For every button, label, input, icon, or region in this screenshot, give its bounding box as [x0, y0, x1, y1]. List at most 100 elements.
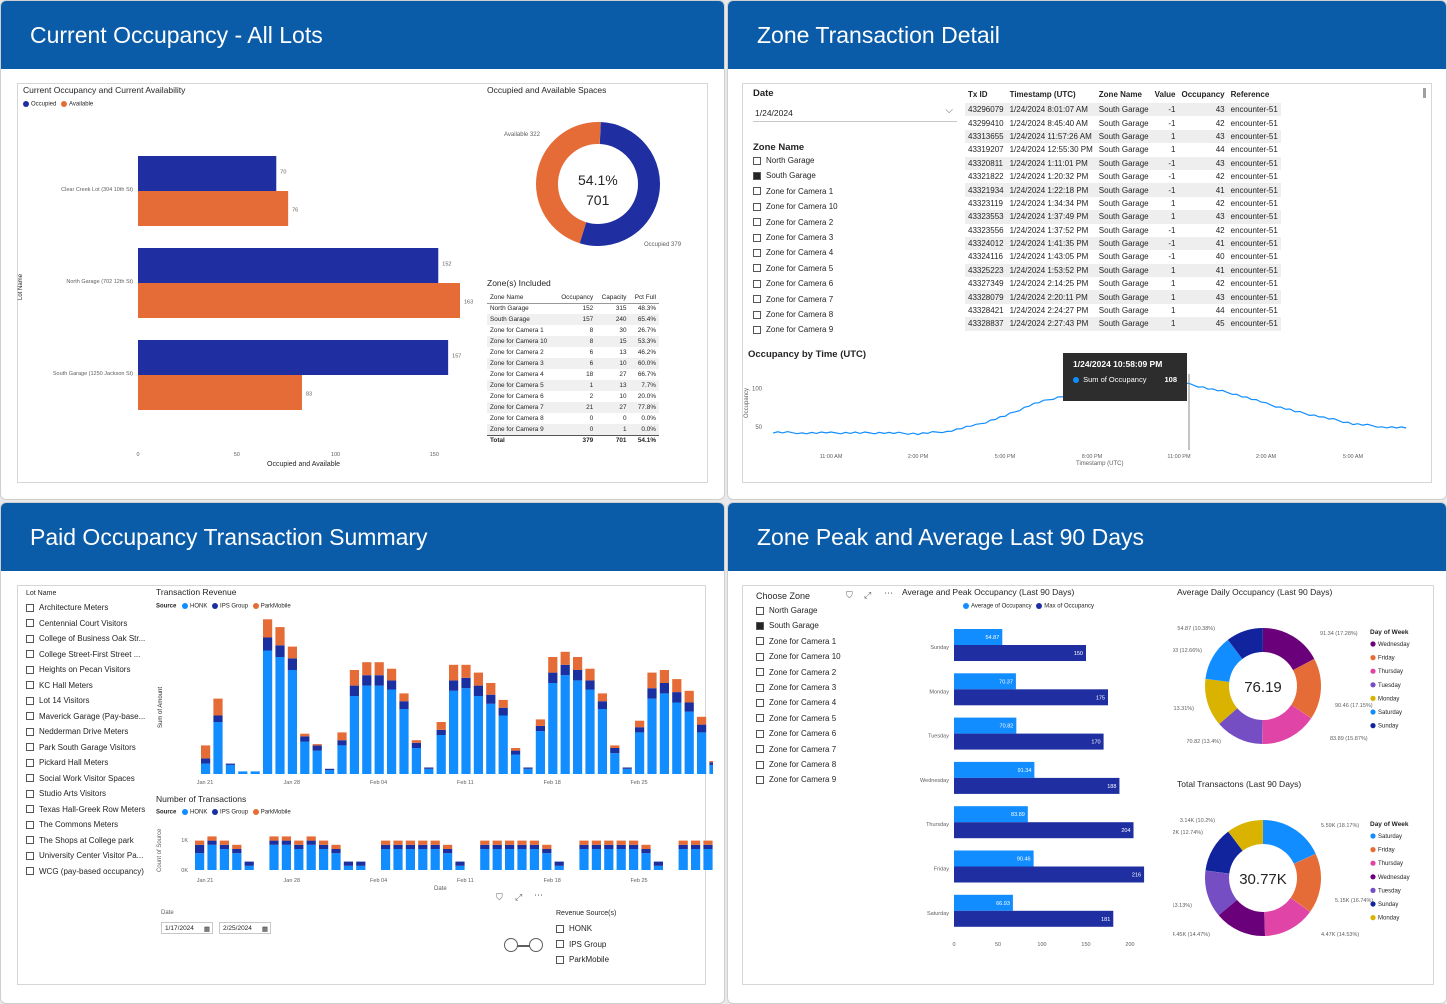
peak-zone-slicer-item[interactable]: Zone for Camera 5: [756, 714, 836, 723]
checkbox[interactable]: [753, 218, 761, 227]
lot-slicer-item[interactable]: Park South Garage Visitors: [26, 743, 136, 752]
checkbox[interactable]: [26, 712, 34, 720]
zone-slicer-item[interactable]: Zone for Camera 4: [753, 248, 833, 257]
table-row[interactable]: 43313655 1/24/2024 11:57:26 AM South Garag…: [965, 129, 1281, 144]
lot-slicer-item[interactable]: KC Hall Meters: [26, 681, 93, 690]
zone-slicer-item[interactable]: Zone for Camera 7: [753, 295, 833, 304]
table-row[interactable]: 43323553 1/24/2024 1:37:49 PM South Garage…: [965, 210, 1281, 224]
lot-slicer-item[interactable]: College Street-First Street ...: [26, 650, 140, 659]
checkbox[interactable]: [556, 924, 564, 933]
table-row[interactable]: 43320811 1/24/2024 1:11:01 PM South Garage…: [965, 156, 1281, 170]
rev-source-slicer-item[interactable]: ParkMobile: [556, 955, 609, 964]
table-row[interactable]: 43299410 1/24/2024 8:45:40 AM South Garage…: [965, 116, 1281, 129]
checkbox[interactable]: [556, 940, 564, 948]
lot-slicer-item[interactable]: College of Business Oak Str...: [26, 634, 145, 643]
tx-col-header[interactable]: Reference: [1230, 90, 1270, 99]
lot-slicer-item[interactable]: Texas Hall-Greek Row Meters: [26, 805, 145, 814]
checkbox[interactable]: [26, 758, 34, 767]
checkbox[interactable]: [26, 774, 34, 782]
checkbox[interactable]: [753, 295, 761, 304]
table-row[interactable]: 43328837 1/24/2024 2:27:43 PM South Garage…: [965, 317, 1281, 331]
checkbox[interactable]: [756, 652, 764, 661]
zones-col-occupancy[interactable]: Occupancy: [555, 292, 597, 304]
checkbox[interactable]: [26, 851, 34, 860]
zone-slicer-item[interactable]: Zone for Camera 2: [753, 218, 833, 227]
lot-slicer-item[interactable]: The Shops at College park: [26, 836, 134, 845]
zone-slicer-item[interactable]: Zone for Camera 10: [753, 202, 838, 211]
lot-slicer-item[interactable]: Architecture Meters: [26, 603, 108, 612]
lot-slicer-item[interactable]: Social Work Visitor Spaces: [26, 774, 135, 783]
filter-icon[interactable]: ⛉: [846, 590, 853, 600]
peak-zone-slicer-item[interactable]: South Garage: [756, 621, 819, 630]
table-row[interactable]: 43319207 1/24/2024 12:55:30 PM South Garag…: [965, 143, 1281, 156]
checkbox[interactable]: [753, 233, 761, 242]
filter-icon[interactable]: ⛉: [496, 892, 503, 902]
table-row[interactable]: 43324116 1/24/2024 1:43:05 PM South Garage…: [965, 250, 1281, 263]
tx-col-header[interactable]: Timestamp (UTC): [1009, 90, 1076, 99]
zone-slicer-item[interactable]: Zone for Camera 1: [753, 187, 833, 196]
table-scrollbar[interactable]: [1423, 88, 1426, 98]
peak-zone-slicer-item[interactable]: Zone for Camera 2: [756, 668, 836, 677]
tx-col-header[interactable]: Zone Name: [1098, 90, 1142, 99]
lot-slicer-item[interactable]: Nedderman Drive Meters: [26, 727, 128, 736]
checkbox[interactable]: [756, 745, 764, 754]
tx-col-header[interactable]: Occupancy: [1181, 90, 1225, 99]
checkbox[interactable]: [756, 683, 764, 692]
checkbox[interactable]: [26, 789, 34, 798]
table-row[interactable]: 43321934 1/24/2024 1:22:18 PM South Garage…: [965, 183, 1281, 197]
lot-slicer-item[interactable]: Heights on Pecan Visitors: [26, 665, 130, 674]
checkbox[interactable]: [26, 696, 34, 705]
checkbox[interactable]: [753, 279, 761, 288]
checkbox[interactable]: [756, 606, 764, 615]
lot-slicer-item[interactable]: The Commons Meters: [26, 820, 118, 829]
checkbox[interactable]: [753, 248, 761, 257]
checkbox[interactable]: [26, 867, 34, 875]
peak-zone-slicer-item[interactable]: Zone for Camera 8: [756, 760, 836, 769]
rev-source-slicer-item[interactable]: IPS Group: [556, 940, 606, 949]
checkbox[interactable]: [753, 171, 761, 180]
table-row[interactable]: 43325223 1/24/2024 1:53:52 PM South Garage…: [965, 263, 1281, 278]
lot-slicer-item[interactable]: Pickard Hall Meters: [26, 758, 108, 767]
checkbox[interactable]: [753, 264, 761, 273]
zone-slicer-item[interactable]: Zone for Camera 8: [753, 310, 833, 319]
peak-zone-slicer-item[interactable]: Zone for Camera 3: [756, 683, 836, 692]
checkbox[interactable]: [756, 775, 764, 784]
rev-source-slicer-item[interactable]: HONK: [556, 924, 592, 933]
checkbox[interactable]: [26, 836, 34, 844]
checkbox[interactable]: [26, 727, 34, 736]
checkbox[interactable]: [26, 805, 34, 813]
checkbox[interactable]: [756, 760, 764, 769]
zone-slicer-item[interactable]: Zone for Camera 6: [753, 279, 833, 288]
peak-zone-slicer-item[interactable]: Zone for Camera 1: [756, 637, 836, 646]
table-row[interactable]: 43296079 1/24/2024 8:01:07 AM South Garage…: [965, 103, 1281, 117]
checkbox[interactable]: [26, 743, 34, 751]
more-options-icon[interactable]: ⋯: [884, 588, 893, 598]
lot-slicer-item[interactable]: Centennial Court Visitors: [26, 619, 127, 628]
checkbox[interactable]: [756, 729, 764, 738]
table-row[interactable]: 43324012 1/24/2024 1:41:35 PM South Garage…: [965, 236, 1281, 251]
checkbox[interactable]: [756, 668, 764, 677]
peak-zone-slicer-item[interactable]: Zone for Camera 9: [756, 775, 836, 784]
focus-mode-icon[interactable]: ⤢: [515, 892, 523, 902]
date-slider-track[interactable]: [511, 945, 541, 947]
checkbox[interactable]: [26, 665, 34, 674]
peak-zone-slicer-item[interactable]: Zone for Camera 4: [756, 698, 836, 707]
table-row[interactable]: 43328421 1/24/2024 2:24:27 PM South Garage…: [965, 304, 1281, 317]
checkbox[interactable]: [756, 621, 764, 630]
checkbox[interactable]: [753, 325, 761, 334]
checkbox[interactable]: [26, 820, 34, 829]
table-row[interactable]: 43328079 1/24/2024 2:20:11 PM South Garage…: [965, 290, 1281, 304]
lot-slicer-item[interactable]: WCG (pay-based occupancy): [26, 867, 144, 876]
table-row[interactable]: 43323119 1/24/2024 1:34:34 PM South Garage…: [965, 197, 1281, 210]
table-row[interactable]: 43323556 1/24/2024 1:37:52 PM South Garage…: [965, 224, 1281, 237]
date-slider-start-handle[interactable]: [504, 938, 518, 952]
zones-col-name[interactable]: Zone Name: [487, 292, 556, 304]
date-slider-end-handle[interactable]: [529, 938, 543, 952]
checkbox[interactable]: [26, 619, 34, 627]
zone-slicer-item[interactable]: Zone for Camera 9: [753, 325, 833, 334]
peak-zone-slicer-item[interactable]: North Garage: [756, 606, 817, 615]
checkbox[interactable]: [26, 603, 34, 612]
date-to-input[interactable]: 2/25/2024 ▦: [219, 922, 271, 934]
lot-slicer-item[interactable]: University Center Visitor Pa...: [26, 851, 143, 860]
checkbox[interactable]: [753, 156, 761, 165]
